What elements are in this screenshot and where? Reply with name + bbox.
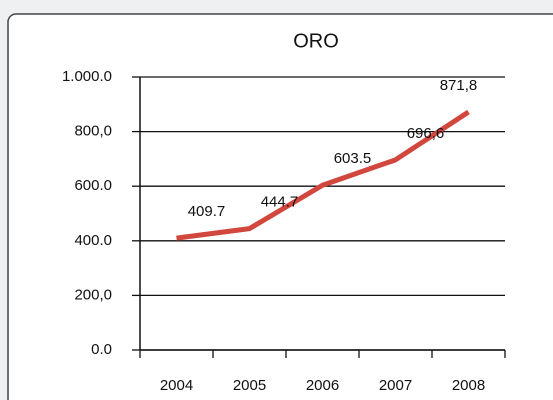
data-label: 444.7: [261, 194, 299, 211]
chart-frame: [7, 13, 553, 400]
y-tick-label: 200,0: [74, 286, 112, 303]
x-tick-label: 2008: [452, 377, 485, 394]
x-tick-label: 2006: [306, 377, 339, 394]
y-tick-label: 600.0: [74, 177, 112, 194]
data-label: 871,8: [440, 77, 478, 94]
x-tick-label: 2005: [233, 377, 266, 394]
data-line: [176, 109, 470, 241]
y-tick-label: 1.000.0: [62, 68, 112, 85]
y-tick-label: 800,0: [74, 123, 112, 140]
x-tick-label: 2004: [160, 377, 193, 394]
y-tick-label: 400.0: [74, 232, 112, 249]
chart-title: ORO: [293, 30, 339, 52]
y-tick-label: 0.0: [91, 341, 112, 358]
x-tick-label: 2007: [379, 377, 412, 394]
data-label: 603.5: [334, 150, 372, 167]
data-label: 696,6: [407, 125, 445, 142]
data-label: 409.7: [188, 203, 226, 220]
